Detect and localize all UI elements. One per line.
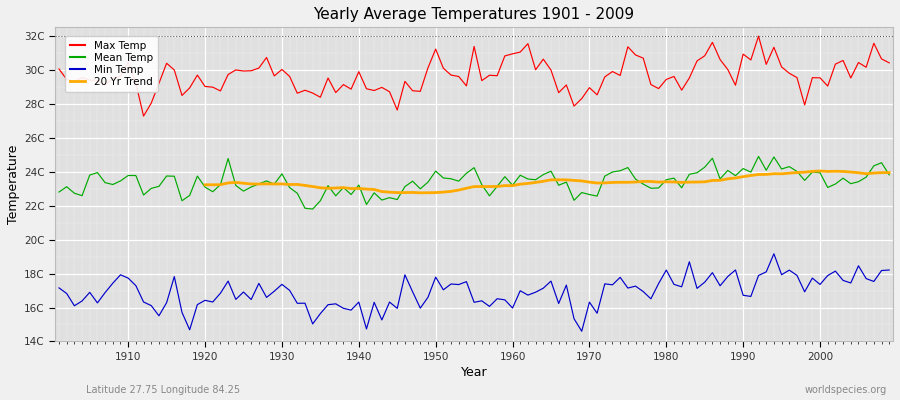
Y-axis label: Temperature: Temperature [7,145,20,224]
X-axis label: Year: Year [461,366,488,379]
Text: worldspecies.org: worldspecies.org [805,385,886,395]
Title: Yearly Average Temperatures 1901 - 2009: Yearly Average Temperatures 1901 - 2009 [313,7,634,22]
Legend: Max Temp, Mean Temp, Min Temp, 20 Yr Trend: Max Temp, Mean Temp, Min Temp, 20 Yr Tre… [65,36,158,92]
Text: Latitude 27.75 Longitude 84.25: Latitude 27.75 Longitude 84.25 [86,385,239,395]
